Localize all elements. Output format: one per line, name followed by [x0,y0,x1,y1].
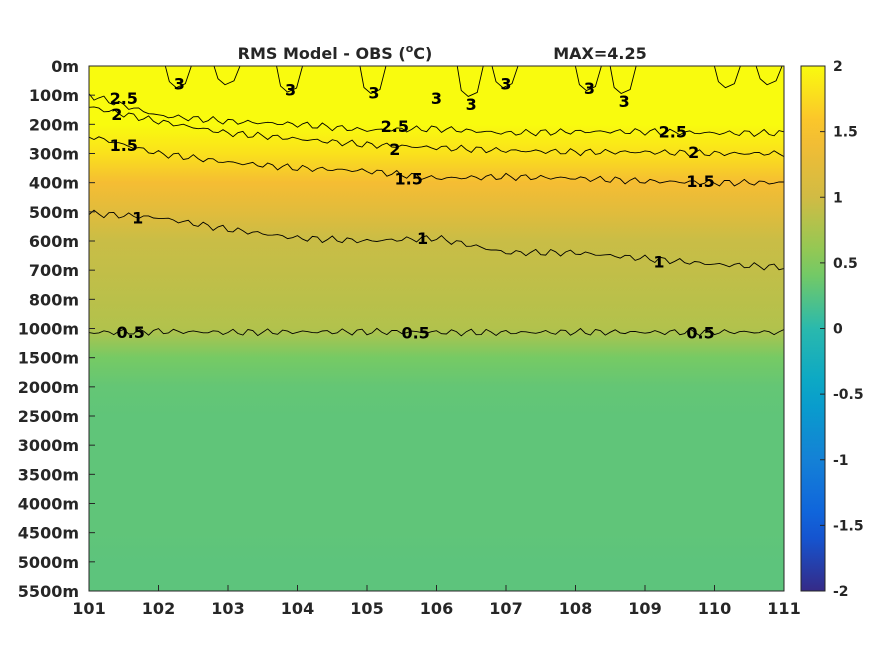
y-axis: 0m 100m 200m 300m 400m 500m 600m 700m 800m 1000m 1… [18,57,95,601]
y-tick-label: 1500m [18,349,79,368]
y-tick-label: 2000m [18,378,79,397]
contour-label: 2 [389,140,400,159]
y-tick-label: 3000m [18,436,79,455]
contour-label: 3 [500,75,511,94]
contour-label: 3 [584,79,595,98]
y-tick-label: 200m [29,115,79,134]
contour-label: 3 [466,95,477,114]
contour-label: 1.5 [686,172,714,191]
y-tick-label: 0m [51,57,79,76]
contour-line-2.5 [89,93,784,137]
x-tick-label: 108 [559,599,592,618]
contour-layer: 2.521.510.52.521.510.52.521.510.53 3 3 3 33 3… [89,66,784,343]
contour-label: 0.5 [401,324,429,343]
contour-label: 2.5 [110,89,138,108]
x-tick-label: 110 [698,599,731,618]
chart-title-main: RMS Model - OBS ( [238,44,406,63]
y-tick-label: 100m [29,86,79,105]
x-tick-label: 106 [420,599,453,618]
contour-label: 2 [688,143,699,162]
y-tick-label: 5500m [18,582,79,601]
x-tick-label: 102 [142,599,175,618]
contour-line-2 [89,106,784,158]
contour-line-3 [213,66,241,86]
contour-line-0.5 [89,327,784,337]
contour-line-3 [713,66,741,89]
x-tick-label: 103 [211,599,244,618]
colorbar-tick-label: -2 [833,584,849,600]
y-tick-label: 800m [29,290,79,309]
x-tick-label: 101 [72,599,105,618]
plot-background [89,66,784,591]
contour-label: 1.5 [110,136,138,155]
contour-line-3 [276,66,303,93]
contour-line-1.5 [89,136,784,187]
contour-label: 1 [417,229,428,248]
y-tick-label: 2500m [18,407,79,426]
contour-line-3 [359,66,387,95]
contour-label: 3 [174,75,185,94]
colorbar-tick-label: 0.5 [833,256,858,272]
x-tick-label: 109 [628,599,661,618]
x-tick-label: 105 [350,599,383,618]
contour-label: 1 [132,209,143,228]
contour-label: 2.5 [381,117,409,136]
contour-line-1 [89,209,784,271]
contour-label: 3 [285,80,296,99]
contour-label: 2.5 [659,123,687,142]
contour-label: 3 [431,89,442,108]
x-tick-label: 104 [281,599,314,618]
colorbar-ticks: 2 1.5 1 0.5 0 -0.5 -1 -1.5 -2 [820,59,864,600]
contour-label: 0.5 [686,324,714,343]
x-axis: 101 102 103 104 105 106 107 108 109 110 111 [72,585,801,618]
contour-label: 1 [653,252,664,271]
max-label: MAX=4.25 [553,44,647,63]
colorbar-tick-label: 2 [833,59,843,75]
plot-area: 2.521.510.52.521.510.52.521.510.53 3 3 3 33 3… [88,65,785,592]
chart-title-superscript: o [406,42,414,55]
contour-line-3 [574,66,602,92]
contour-label: 0.5 [117,323,145,342]
y-tick-label: 300m [29,145,79,164]
contour-line-3 [164,66,192,89]
contour-line-3 [755,66,783,86]
y-tick-label: 600m [29,232,79,251]
contour-label: 1.5 [395,169,423,188]
colorbar-tick-label: -1.5 [833,518,864,534]
y-tick-label: 400m [29,174,79,193]
contour-line-3 [491,66,519,89]
colorbar-tick-label: -1 [833,453,849,469]
chart-title-tail: C) [413,44,432,63]
contour-line-3 [609,66,637,95]
y-tick-label: 500m [29,203,79,222]
x-tick-label: 111 [767,599,800,618]
y-tick-label: 700m [29,261,79,280]
x-tick-label: 107 [489,599,522,618]
y-tick-label: 1000m [18,320,79,339]
colorbar-tick-label: 0 [833,322,843,338]
colorbar-tick-label: 1 [833,190,843,206]
contour-line-3 [456,66,484,97]
colorbar: 2 1.5 1 0.5 0 -0.5 -1 -1.5 -2 [800,59,864,600]
contour-label: 3 [619,92,630,111]
colorbar-tick-label: -0.5 [833,387,864,403]
y-tick-label: 4500m [18,524,79,543]
y-tick-label: 3500m [18,465,79,484]
contour-label: 2 [111,105,122,124]
chart-title: RMS Model - OBS (oC) [238,42,433,63]
y-tick-label: 5000m [18,553,79,572]
contour-label: 3 [368,83,379,102]
colorbar-tick-label: 1.5 [833,125,858,141]
y-tick-label: 4000m [18,495,79,514]
